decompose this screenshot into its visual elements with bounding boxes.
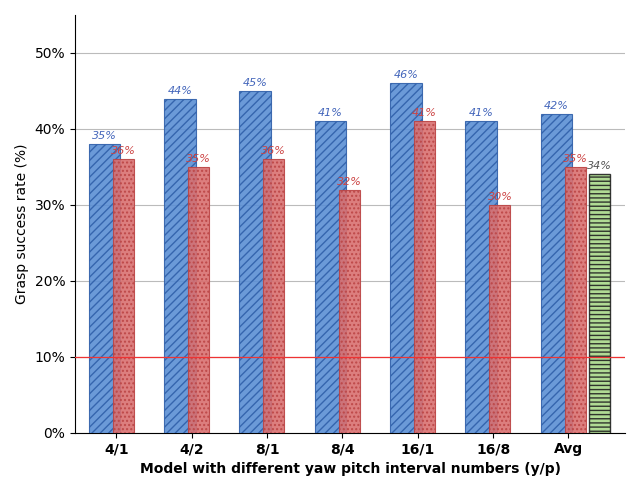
Bar	[564, 167, 586, 433]
Text: 36%: 36%	[262, 146, 286, 156]
Text: 30%: 30%	[488, 192, 513, 202]
Text: 45%: 45%	[243, 78, 268, 88]
Y-axis label: Grasp success rate (%): Grasp success rate (%)	[15, 143, 29, 304]
Text: 34%: 34%	[587, 162, 612, 171]
Bar	[164, 99, 196, 433]
Bar	[113, 159, 134, 433]
Text: 46%: 46%	[394, 70, 418, 81]
Bar	[490, 205, 511, 433]
Bar	[541, 114, 572, 433]
Text: 35%: 35%	[563, 154, 588, 164]
Bar	[315, 121, 346, 433]
X-axis label: Model with different yaw pitch interval numbers (y/p): Model with different yaw pitch interval …	[140, 462, 561, 476]
Text: 42%: 42%	[544, 101, 569, 110]
Text: 41%: 41%	[318, 109, 343, 118]
Bar	[414, 121, 435, 433]
Text: 44%: 44%	[167, 85, 192, 96]
Bar	[239, 91, 271, 433]
Bar	[465, 121, 497, 433]
Text: 35%: 35%	[92, 131, 117, 141]
Text: 32%: 32%	[337, 177, 362, 187]
Bar	[339, 190, 360, 433]
Bar	[390, 83, 422, 433]
Text: 35%: 35%	[186, 154, 211, 164]
Bar	[264, 159, 284, 433]
Bar	[188, 167, 209, 433]
Text: 36%: 36%	[111, 146, 136, 156]
Text: 41%: 41%	[468, 109, 493, 118]
Bar	[88, 144, 120, 433]
Bar	[589, 174, 610, 433]
Text: 41%: 41%	[412, 109, 437, 118]
